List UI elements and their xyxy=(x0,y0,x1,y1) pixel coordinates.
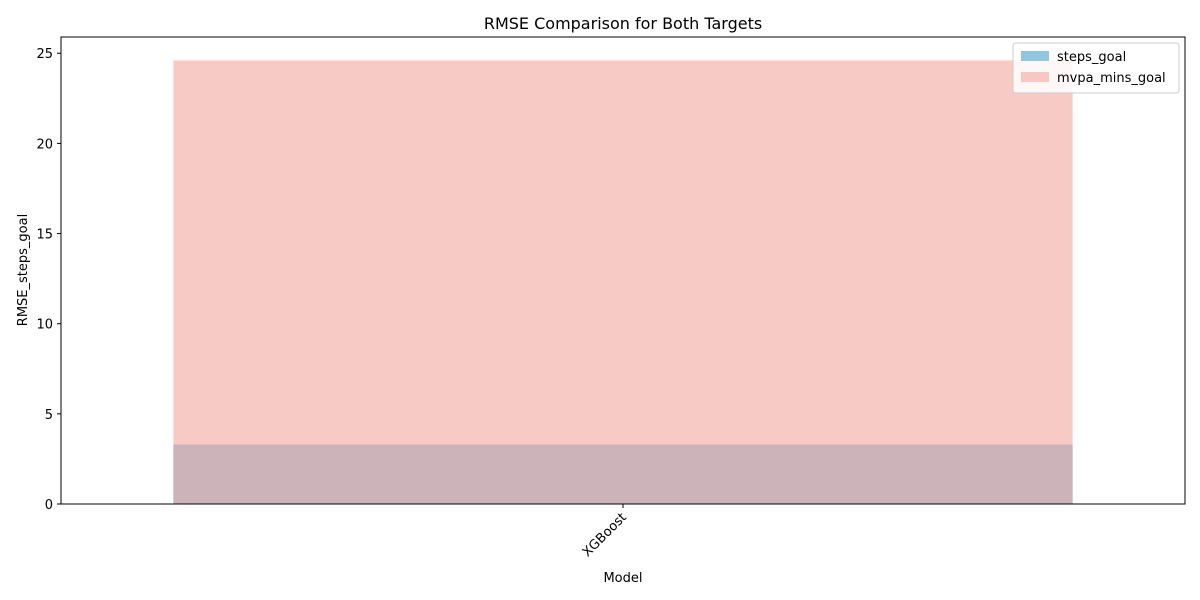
y-axis: 0 5 10 15 20 25 xyxy=(36,47,61,513)
y-axis-label: RMSE_steps_goal xyxy=(16,214,31,326)
y-tick-label: 5 xyxy=(45,408,53,423)
y-tick-label: 25 xyxy=(36,47,53,62)
legend-label-mvpa_mins_goal: mvpa_mins_goal xyxy=(1057,71,1166,86)
legend-swatch-steps_goal xyxy=(1021,51,1049,61)
legend: steps_goal mvpa_mins_goal xyxy=(1012,42,1180,94)
legend-box xyxy=(1012,42,1180,94)
bar-mvpa_mins_goal-XGBoost xyxy=(173,60,1073,504)
x-tick-label: XGBoost xyxy=(580,510,630,560)
bar-layer xyxy=(173,60,1073,504)
chart-title: RMSE Comparison for Both Targets xyxy=(484,14,762,33)
legend-swatch-mvpa_mins_goal xyxy=(1021,72,1049,82)
y-tick-label: 10 xyxy=(36,318,53,333)
y-tick-label: 0 xyxy=(45,498,53,513)
legend-label-steps_goal: steps_goal xyxy=(1057,50,1126,65)
y-tick-label: 15 xyxy=(36,228,53,243)
x-axis: XGBoost xyxy=(580,504,630,560)
y-tick-label: 20 xyxy=(36,137,53,152)
x-axis-label: Model xyxy=(603,571,642,586)
